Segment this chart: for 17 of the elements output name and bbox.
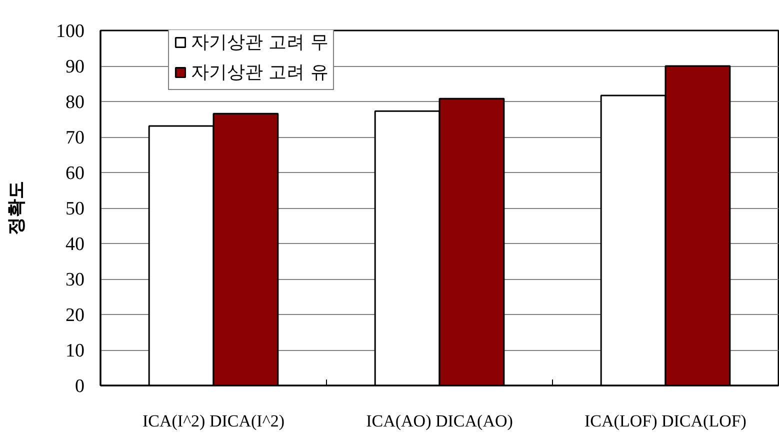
legend-label: 자기상관 고려 무 xyxy=(191,31,328,54)
y-tick-label: 30 xyxy=(66,270,84,290)
legend-label: 자기상관 고려 유 xyxy=(191,61,328,84)
y-tick-label: 90 xyxy=(66,56,84,78)
x-tick-label: ICA(LOF) DICA(LOF) xyxy=(584,412,746,430)
x-tick-label: ICA(I^2) DICA(I^2) xyxy=(142,412,285,430)
y-tick-label: 50 xyxy=(66,198,84,220)
y-axis-title: 정확도 xyxy=(6,181,27,235)
y-tick-label: 100 xyxy=(56,21,84,42)
y-tick-label: 60 xyxy=(66,163,84,184)
y-tick-label: 40 xyxy=(66,234,84,255)
y-tick-label: 20 xyxy=(66,305,84,326)
y-tick-label: 80 xyxy=(66,92,84,113)
y-tick-label: 70 xyxy=(66,128,84,148)
y-tick-label: 10 xyxy=(66,340,84,362)
x-tick-label: ICA(AO) DICA(AO) xyxy=(366,412,513,430)
y-tick-label: 0 xyxy=(75,376,84,397)
